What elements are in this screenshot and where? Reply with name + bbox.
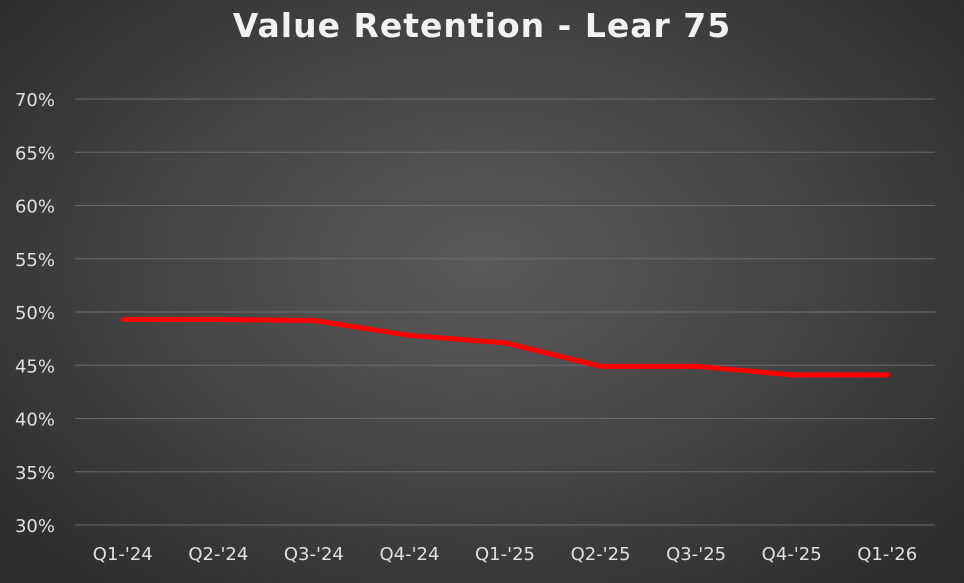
data-point [884, 372, 890, 378]
data-point [311, 318, 317, 324]
y-tick-label: 55% [15, 250, 55, 271]
x-tick-label: Q1-'24 [93, 544, 153, 565]
x-tick-label: Q4-'24 [379, 544, 439, 565]
y-tick-label: 35% [15, 463, 55, 484]
data-point [406, 332, 412, 338]
data-point [215, 316, 221, 322]
x-tick-label: Q3-'24 [284, 544, 344, 565]
y-tick-label: 70% [15, 90, 55, 111]
series-line [122, 316, 888, 378]
x-tick-label: Q2-'24 [188, 544, 248, 565]
data-point [598, 363, 604, 369]
y-tick-label: 60% [15, 197, 55, 218]
y-tick-label: 50% [15, 303, 55, 324]
chart-title: Value Retention - Lear 75 [232, 6, 732, 45]
x-tick-label: Q4-'25 [762, 544, 822, 565]
y-tick-label: 65% [15, 143, 55, 164]
data-point [120, 316, 126, 322]
x-tick-label: Q2-'25 [571, 544, 631, 565]
y-tick-label: 40% [15, 410, 55, 431]
data-point [502, 340, 508, 346]
data-point [789, 372, 795, 378]
data-point [693, 363, 699, 369]
x-tick-label: Q1-'25 [475, 544, 535, 565]
y-tick-label: 45% [15, 356, 55, 377]
x-tick-label: Q1-'26 [857, 544, 917, 565]
y-tick-label: 30% [15, 516, 55, 537]
x-tick-label: Q3-'25 [666, 544, 726, 565]
